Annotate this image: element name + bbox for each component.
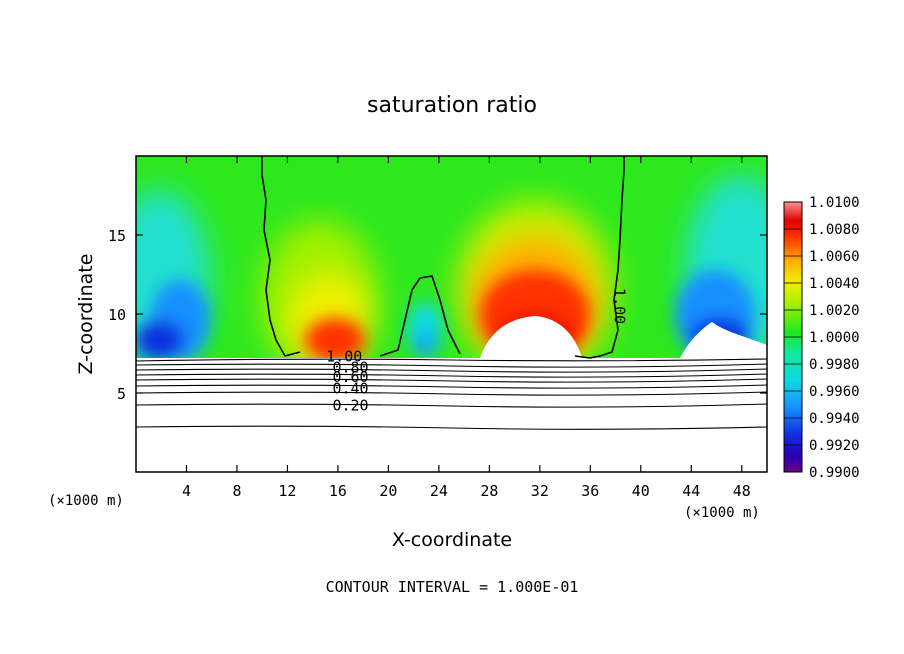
x-tick-label: 8 [232,482,241,500]
contour-labels: 1.001.000.800.600.400.20 [326,288,628,415]
colorbar-label: 0.9900 [809,465,860,481]
colorbar-label: 1.0060 [809,249,860,265]
contour-label: 1.00 [326,348,362,366]
contour-label: 0.40 [332,379,368,397]
x-tick-label: 4 [182,482,191,500]
x-tick-label: 48 [733,482,751,500]
contour-interval-note: CONTOUR INTERVAL = 1.000E-01 [326,578,579,596]
x-axis-ticks: 4 8 12 16 20 24 28 32 36 40 44 48 [182,156,751,500]
y-axis-label: Z-coordinate [75,254,97,375]
colorbar-label: 1.0040 [809,276,860,292]
x-tick-label: 32 [531,482,549,500]
contour-label: 1.00 [610,288,628,324]
colorbar-label: 1.0080 [809,222,860,238]
x-axis-label: X-coordinate [392,529,512,551]
y-tick-label: 5 [117,385,126,403]
x-tick-label: 36 [581,482,599,500]
colorbar-label: 1.0020 [809,303,860,319]
y-tick-label: 15 [108,227,126,245]
x-unit-label-right: (×1000 m) [684,505,760,521]
contour-label: 0.60 [332,368,368,386]
colorbar-label: 0.9960 [809,384,860,400]
colorbar-label: 0.9980 [809,357,860,373]
x-tick-label: 44 [682,482,700,500]
x-tick-label: 16 [329,482,347,500]
chart-title: saturation ratio [367,93,537,118]
contour-label: 0.20 [332,397,368,415]
y-tick-label: 10 [108,306,126,324]
contour-label: 0.80 [332,359,368,377]
contour-layers [136,358,767,430]
x-tick-label: 40 [632,482,650,500]
contour-line-1-00 [261,156,625,359]
colorbar-label: 0.9920 [809,438,860,454]
heatmap-field [136,156,767,472]
colorbar-label: 0.9940 [809,411,860,427]
x-tick-label: 12 [278,482,296,500]
colorbar-label: 1.0000 [809,330,860,346]
x-tick-label: 20 [379,482,397,500]
y-axis-ticks: 5 10 15 [108,227,767,403]
colorbar-ticks: 1.0100 1.0080 1.0060 1.0040 1.0020 1.0000 0.99… [784,195,860,481]
x-tick-label: 24 [430,482,448,500]
x-tick-label: 28 [480,482,498,500]
colorbar-label: 1.0100 [809,195,860,211]
x-unit-label-left: (×1000 m) [48,493,124,509]
